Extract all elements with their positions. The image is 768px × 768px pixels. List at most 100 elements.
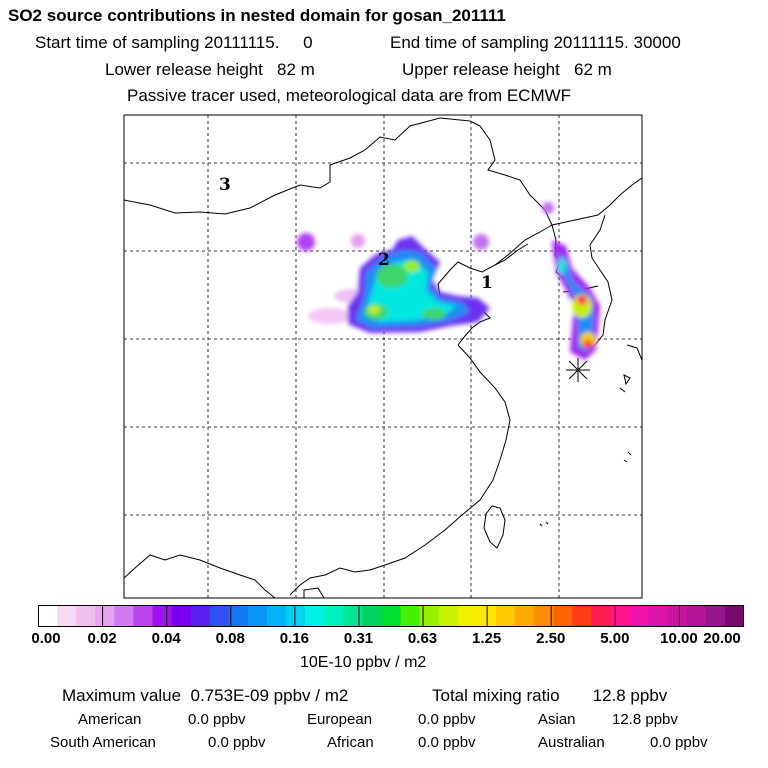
plume-spot [542,202,554,214]
region-value: 0.0 ppbv [418,734,476,751]
upper-release-height: Upper release height 62 m [402,60,612,80]
colorbar-segment [438,605,459,627]
colorbar-segment [152,605,173,627]
plume-core [422,308,446,320]
vietnam-border [124,554,276,598]
colorbar-tick-label: 10.00 [660,630,698,647]
region-name: European [307,711,373,728]
colorbar-tick-label: 0.00 [31,630,61,647]
upper-release-label: Upper release height [402,60,560,79]
region-name: American [78,711,142,728]
colorbar-segment [495,605,516,627]
colorbar-segment [515,605,535,627]
colorbar-segment [190,605,211,627]
grid-lines [124,115,642,598]
start-time: Start time of sampling 20111115. 0 [35,33,313,53]
taiwan [483,505,506,549]
colorbar-segment [419,605,440,627]
end-time: End time of sampling 20111115. 30000 [390,33,681,52]
region-name: Australian [538,734,605,751]
korea-plume [542,202,600,360]
colorbar-tick-label: 2.50 [536,630,566,647]
lower-release-value: 82 m [277,60,315,79]
total-mixing: Total mixing ratio 12.8 ppbv [432,686,667,706]
colorbar-segment [38,605,58,627]
colorbar-segment [724,605,744,627]
region-value: 0.0 ppbv [418,711,476,728]
japan-kyushu [619,344,642,393]
northeast-border [469,120,553,226]
colorbar-segment [362,605,383,627]
plume-faint [308,308,352,324]
max-value-label: Maximum value [62,686,182,705]
total-mixing-value: 12.8 ppbv [592,686,668,705]
region-value: 0.0 ppbv [650,734,708,751]
colorbar-tick-label: 0.63 [407,630,438,647]
hainan [303,587,325,598]
region-value: 0.0 ppbv [188,711,246,728]
colorbar-segment [286,605,306,627]
region-name: African [327,734,374,751]
colorbar-segment [95,605,115,627]
region-label-2: 2 [378,250,390,270]
max-value-number: 0.753E-09 ppbv / m2 [190,686,349,705]
colorbar-tick-label: 1.25 [472,630,502,647]
colorbar-segment [76,605,96,627]
map-frame [123,114,643,599]
upper-release-value: 62 m [574,60,612,79]
colorbar-segment [534,605,554,627]
colorbar-segment [686,605,707,627]
plume-spot [297,233,315,251]
colorbar-segment [591,605,612,627]
plume-spot [473,234,489,250]
colorbar-tick-label: 5.00 [600,630,630,647]
receptor-star-icon [566,358,590,382]
concentration-field [297,202,600,360]
russia-border [551,177,642,226]
max-value: Maximum value 0.753E-09 ppbv / m2 [62,686,348,706]
start-time-label: Start time of sampling 20111115. [35,33,280,52]
colorbar-segment [228,605,249,627]
plume-core [368,306,380,314]
region-label-3: 3 [219,175,231,195]
total-mixing-label: Total mixing ratio [432,686,560,705]
colorbar-segment [133,605,154,627]
korea-hotspot [577,295,587,305]
colorbar-segment [114,605,134,627]
colorbar-segment [324,605,344,627]
china-plume [297,233,490,333]
plume-core [376,264,408,288]
colorbar-tick-label: 20.00 [703,630,741,647]
region-name: South American [50,734,156,751]
colorbar-frame [38,605,744,627]
plume-core [404,260,420,272]
china-east-coast [369,344,511,571]
bohai-coast [437,224,553,346]
coastlines [124,117,642,598]
colorbar-segment [57,605,77,627]
plume-spot [351,234,365,248]
colorbar-segment [457,605,478,627]
colorbar-segment [381,605,402,627]
colorbar-unit: 10E-10 ppbv / m2 [300,654,427,671]
colorbar-tick-label: 0.02 [87,630,117,647]
colorbar-segment [171,605,192,627]
lower-release-height: Lower release height 82 m [105,60,315,80]
korea-inner [558,258,566,274]
colorbar-segment [247,605,268,627]
china-south-coast [289,567,371,596]
colorbar-segment [629,605,650,627]
colorbar-segment [553,605,573,627]
colorbar-segment [266,605,287,627]
colorbar-segment [400,605,421,627]
colorbar-tick-label: 0.04 [151,630,181,647]
korea-mid [558,252,594,352]
region-label-1: 1 [481,273,493,293]
colorbar-segment [648,605,669,627]
region-value: 0.0 ppbv [208,734,266,751]
ryukyu-islands [539,451,632,527]
colorbar-segment [667,605,688,627]
liaodong-peninsula [494,243,529,266]
colorbar [38,605,744,627]
